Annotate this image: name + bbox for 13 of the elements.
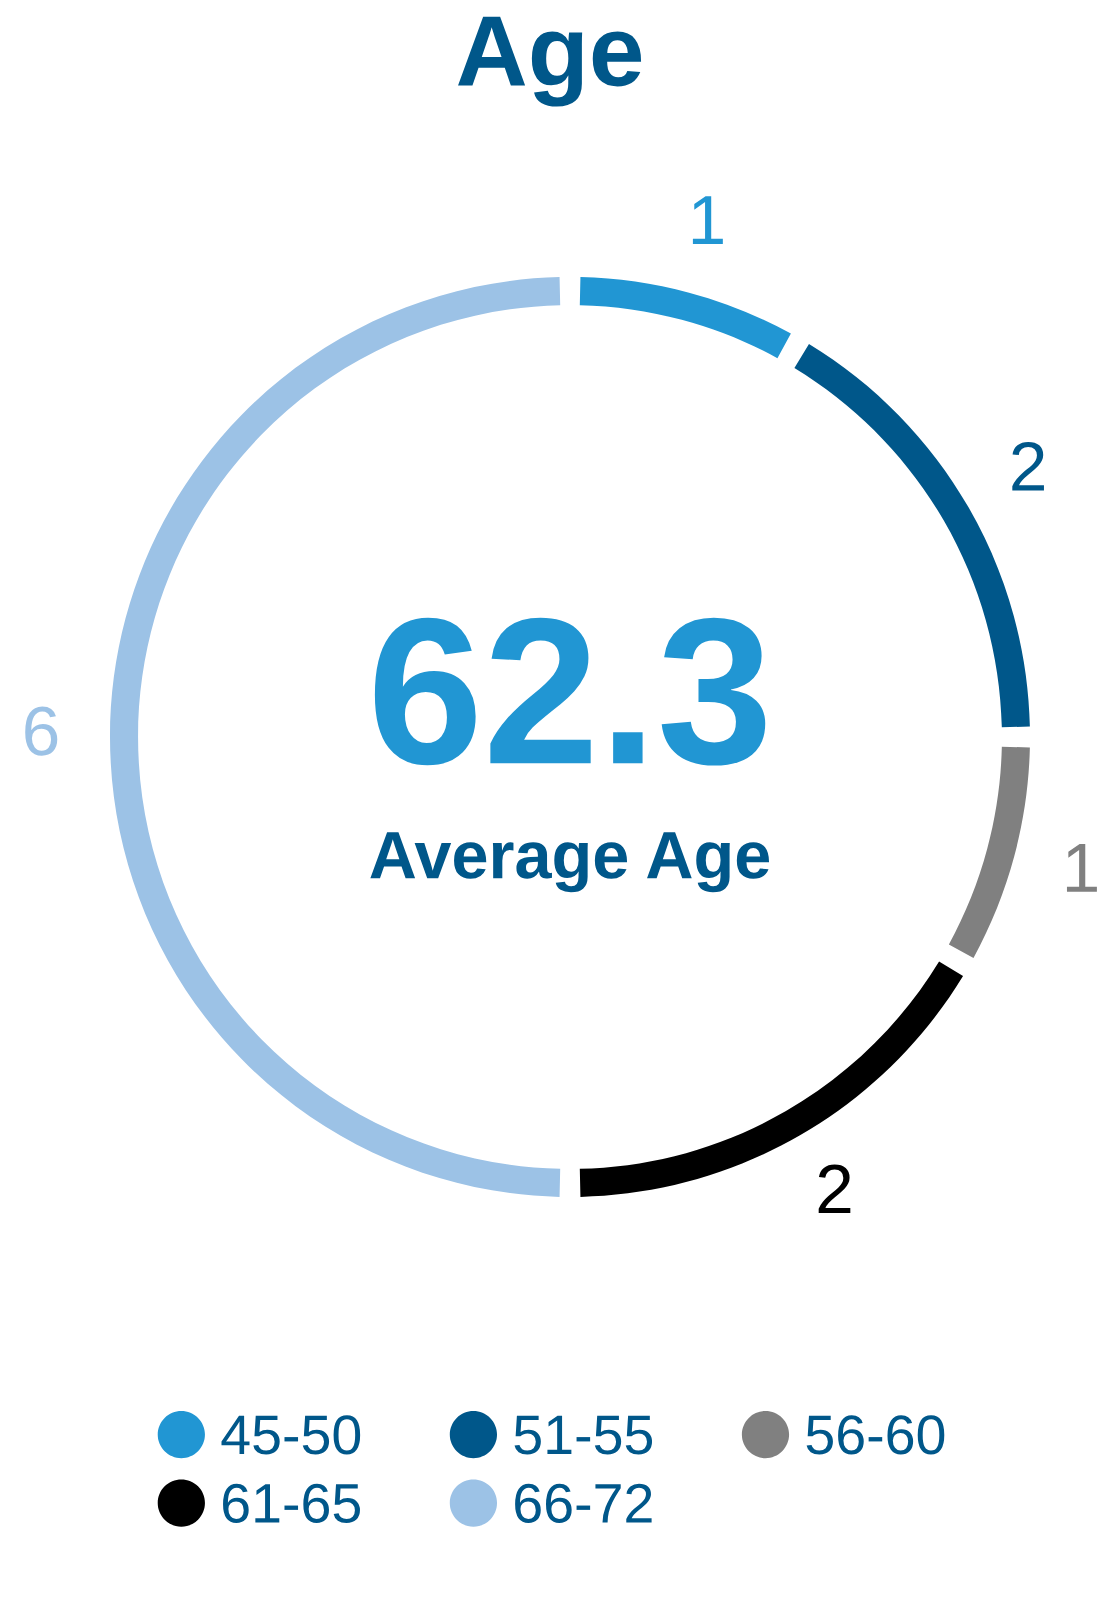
data-label: 1 bbox=[1066, 844, 1097, 892]
data-label: 2 bbox=[818, 1164, 851, 1214]
legend-label: 66-72 bbox=[515, 1483, 652, 1524]
text: Average Age bbox=[370, 832, 770, 893]
data-label: 6 bbox=[25, 706, 58, 756]
data-label: 2 bbox=[1012, 441, 1044, 491]
legend-label: 61-65 bbox=[223, 1483, 360, 1524]
legend-label: 51-55 bbox=[514, 1415, 653, 1455]
text: 62.3 bbox=[374, 617, 766, 766]
chart-title: Age bbox=[458, 16, 642, 107]
data-label: 1 bbox=[692, 196, 723, 244]
legend-label: 56-60 bbox=[806, 1415, 945, 1455]
legend-label: 45-50 bbox=[221, 1415, 361, 1455]
